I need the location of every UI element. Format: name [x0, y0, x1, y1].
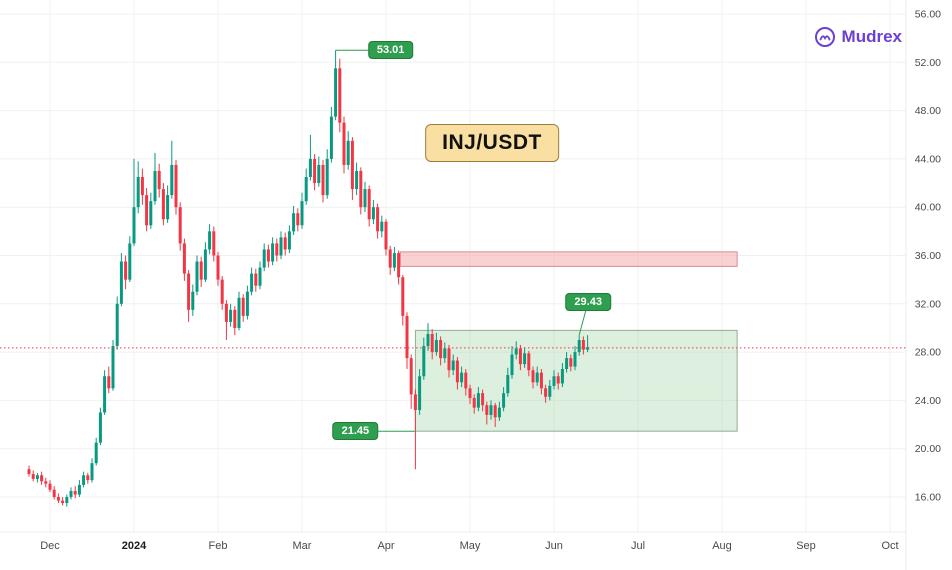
svg-text:36.00: 36.00 — [915, 250, 941, 262]
svg-text:Oct: Oct — [881, 540, 898, 552]
svg-text:44.00: 44.00 — [915, 153, 941, 165]
svg-text:16.00: 16.00 — [915, 492, 941, 504]
mudrex-logo-text: Mudrex — [841, 27, 902, 46]
mudrex-logo-icon — [814, 27, 835, 47]
svg-text:20.00: 20.00 — [915, 443, 941, 455]
svg-text:May: May — [460, 540, 481, 552]
svg-text:Mar: Mar — [293, 540, 312, 552]
svg-text:Dec: Dec — [40, 540, 60, 552]
svg-text:28.00: 28.00 — [915, 347, 941, 359]
svg-text:40.00: 40.00 — [915, 202, 941, 214]
price-badge-low[interactable]: 21.45 — [332, 422, 379, 441]
svg-text:48.00: 48.00 — [915, 105, 941, 117]
svg-text:Jun: Jun — [545, 540, 563, 552]
svg-text:Aug: Aug — [712, 540, 732, 552]
svg-text:Apr: Apr — [377, 540, 394, 552]
svg-text:32.00: 32.00 — [915, 298, 941, 310]
price-badge-peak[interactable]: 53.01 — [367, 41, 414, 60]
symbol-label[interactable]: INJ/USDT — [425, 124, 559, 162]
svg-text:56.00: 56.00 — [915, 9, 941, 21]
mudrex-logo[interactable]: Mudrex — [814, 26, 902, 48]
price-badge-swing-high[interactable]: 29.43 — [565, 292, 611, 311]
svg-text:Sep: Sep — [796, 540, 816, 552]
svg-text:2024: 2024 — [122, 540, 147, 552]
svg-text:Jul: Jul — [631, 540, 645, 552]
svg-text:24.00: 24.00 — [915, 395, 941, 407]
svg-text:Feb: Feb — [209, 540, 228, 552]
svg-text:52.00: 52.00 — [915, 57, 941, 69]
